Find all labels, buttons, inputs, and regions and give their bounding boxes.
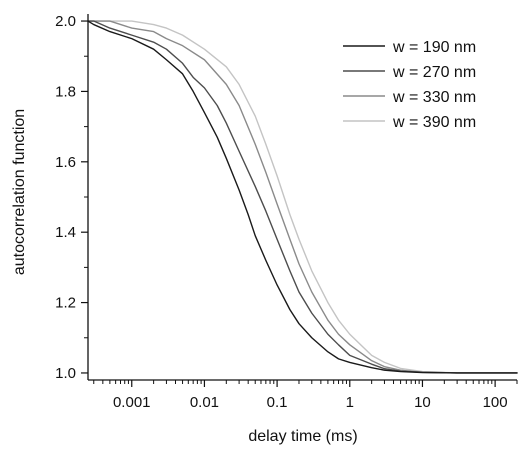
y-tick-label: 1.6 xyxy=(55,154,76,171)
y-tick-label: 1.8 xyxy=(55,83,76,100)
x-tick-label: 1 xyxy=(346,394,354,411)
legend-label-w390: w = 390 nm xyxy=(392,114,476,131)
legend-label-w330: w = 330 nm xyxy=(392,89,476,106)
series-line-w190 xyxy=(87,20,518,374)
x-tick-label: 0.001 xyxy=(113,394,151,411)
x-tick-label: 10 xyxy=(414,394,431,411)
x-tick-label: 100 xyxy=(483,394,508,411)
y-tick-label: 1.2 xyxy=(55,295,76,312)
legend-label-w190: w = 190 nm xyxy=(392,39,476,56)
y-axis: 1.0 1.2 1.4 1.6 1.8 2.0 xyxy=(55,13,89,382)
legend: w = 190 nm w = 270 nm w = 330 nm w = 390 nm xyxy=(343,39,476,131)
y-tick-label: 1.0 xyxy=(55,365,76,382)
series-line-w270 xyxy=(87,20,518,374)
x-tick-label: 0.01 xyxy=(190,394,219,411)
x-tick-label: 0.1 xyxy=(267,394,288,411)
y-tick-label: 2.0 xyxy=(55,13,76,30)
y-axis-label: autocorrelation function xyxy=(11,109,28,275)
series-line-w390 xyxy=(87,20,518,374)
series-layer xyxy=(87,20,518,374)
x-axis-label: delay time (ms) xyxy=(248,428,357,445)
legend-label-w270: w = 270 nm xyxy=(392,64,476,81)
series-line-w330 xyxy=(87,20,518,374)
x-axis: 0.001 0.01 0.1 1 10 100 xyxy=(88,379,518,411)
y-tick-label: 1.4 xyxy=(55,224,76,241)
